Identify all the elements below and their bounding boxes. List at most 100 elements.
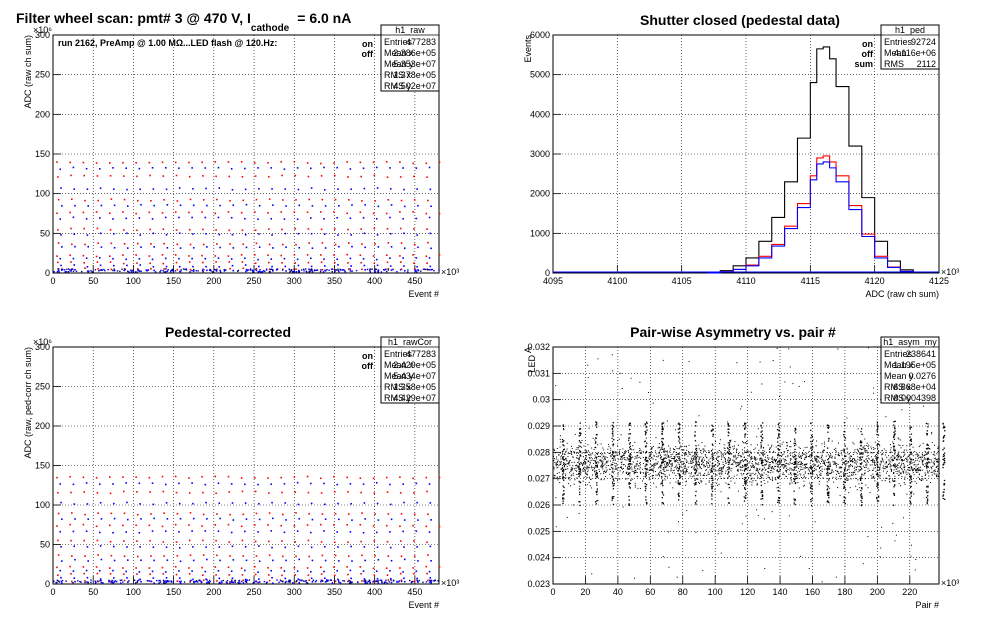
data-point [853,472,854,473]
data-point [744,447,745,448]
data-point-baseline [165,271,166,272]
data-point-spike [646,502,647,503]
data-point [611,464,612,465]
data-point-baseline [340,582,341,583]
data-point [736,458,737,459]
data-point [772,457,773,458]
data-point [837,471,838,472]
data-point-baseline [151,581,152,582]
data-point-baseline [337,270,338,271]
y-tick-label: 50 [40,228,50,238]
data-point-on [188,255,190,257]
data-point-off [193,270,195,272]
data-point [684,454,685,455]
data-point [712,467,713,468]
data-point [661,465,662,466]
data-point-on [71,555,73,557]
y-exponent: ×10⁶ [33,25,52,35]
data-point-on [177,555,179,557]
data-point-on [427,200,429,202]
data-point-on [294,567,296,569]
data-point-off [284,483,286,485]
data-point [806,464,807,465]
data-point [884,448,885,449]
data-point [625,465,626,466]
data-point-baseline [294,271,295,272]
data-point [765,470,766,471]
data-point-on [203,579,205,581]
data-point [693,459,694,460]
data-point-baseline [317,269,318,270]
data-point-off [232,519,234,521]
data-point-spike [579,433,580,434]
data-point [649,470,650,471]
data-point [668,470,669,471]
data-point-off [312,205,314,207]
data-point [554,462,555,463]
data-point [614,458,615,459]
data-point [809,483,810,484]
data-point-on [122,525,124,527]
data-point-spike [580,433,581,434]
data-point-off [153,504,155,506]
data-point [616,469,617,470]
data-point-baseline [396,582,397,583]
data-point-off [205,217,207,219]
data-point-off [126,502,128,504]
data-point-baseline [186,268,187,269]
data-point [903,472,904,473]
x-tick-label: 160 [805,587,820,597]
data-point [604,458,605,459]
data-point-off [165,217,167,219]
data-point [845,453,846,454]
data-point-off [271,547,273,549]
data-point [885,463,886,464]
data-point [768,445,769,446]
data-point-baseline [112,270,113,271]
data-point [572,468,573,469]
data-point [747,461,748,462]
data-point [554,468,555,469]
x-tick-label: 60 [645,587,655,597]
data-point [603,456,604,457]
data-point [852,442,853,443]
data-point [897,473,898,474]
data-point [638,457,639,458]
data-point-off [430,582,432,584]
data-point-off [167,247,169,249]
data-point-off [297,218,299,220]
data-point [712,449,713,450]
data-point-off [324,233,326,235]
legend-entry-off: off [362,49,374,59]
data-point-spike [629,472,630,473]
data-point-off [125,531,127,533]
data-point-off [218,530,220,532]
data-point [903,473,904,474]
data-point [700,475,701,476]
data-point-off [246,560,248,562]
data-point [817,476,818,477]
data-point [904,455,905,456]
data-point [571,446,572,447]
data-point [750,465,751,466]
data-point [635,487,636,488]
data-point [660,465,661,466]
data-point-baseline [227,582,228,583]
data-point-baseline [81,271,82,272]
data-point [873,452,874,453]
data-point-on [387,574,389,576]
data-point [879,441,880,442]
data-point [921,480,922,481]
data-point-spike [712,453,713,454]
data-point [755,459,756,460]
data-point-on [150,513,152,515]
data-point [859,470,860,471]
data-point [590,485,591,486]
data-point [751,482,752,483]
data-point [773,452,774,453]
data-point-off [377,578,379,580]
data-point [789,483,790,484]
data-point [587,471,588,472]
data-point-off [337,188,339,190]
data-point-baseline [117,270,118,271]
